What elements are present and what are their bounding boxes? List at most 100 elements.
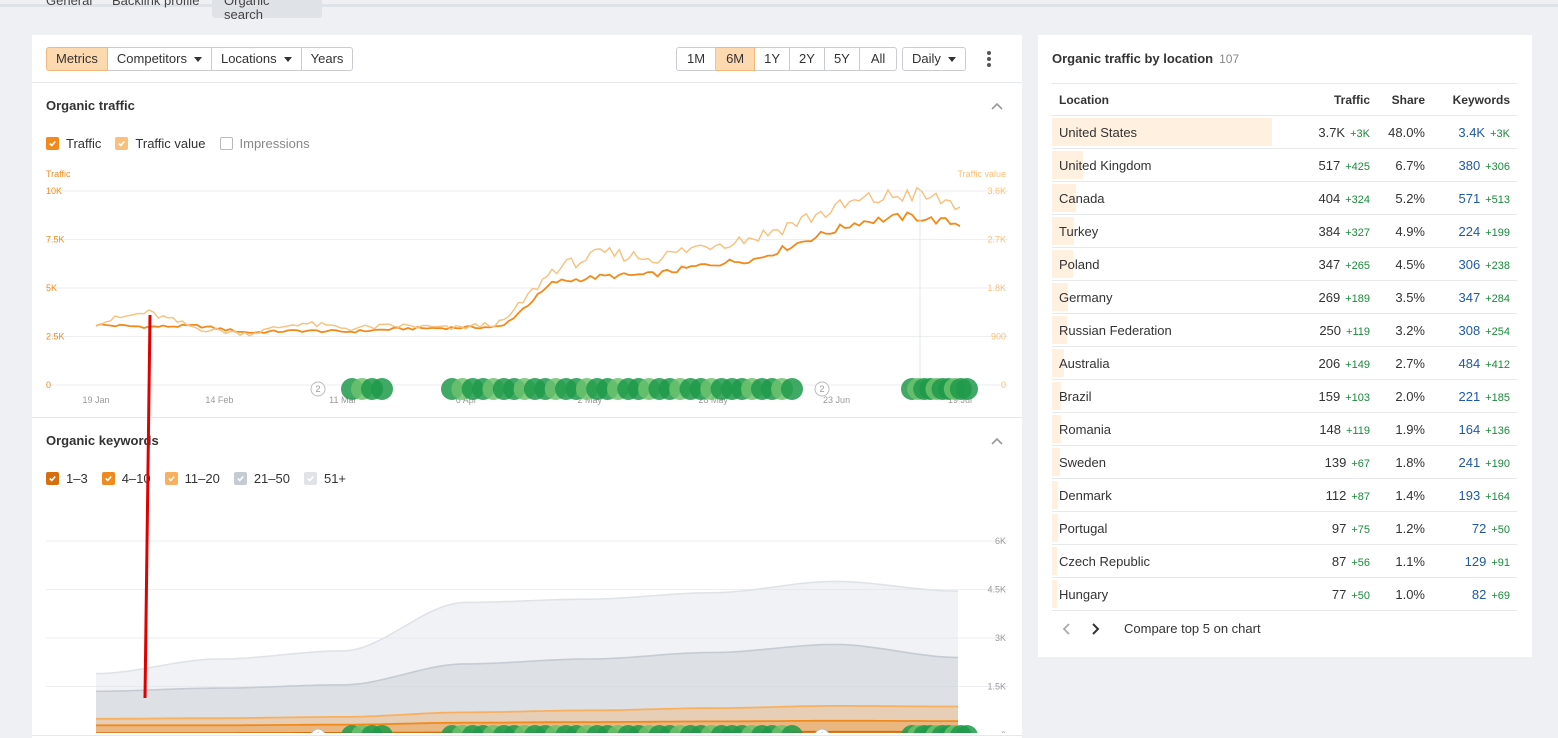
table-row[interactable]: Romania 148 +119 1.9% 164 +136 (1052, 412, 1517, 446)
legend-impressions[interactable]: Impressions (219, 136, 310, 151)
table-row[interactable]: Russian Federation 250 +119 3.2% 308 +254 (1052, 313, 1517, 347)
table-row[interactable]: Portugal 97 +75 1.2% 72 +50 (1052, 511, 1517, 545)
range-1y-button[interactable]: 1Y (755, 47, 791, 71)
location-name-cell[interactable]: Portugal (1052, 511, 1272, 545)
series-line-traffic[interactable] (95, 211, 961, 334)
location-name-cell[interactable]: Denmark (1052, 478, 1272, 512)
event-dot[interactable] (781, 378, 803, 400)
keywords-cell[interactable]: 82 +69 (1432, 577, 1517, 611)
keywords-value[interactable]: 306 (1458, 256, 1481, 272)
area-line-2[interactable] (96, 704, 958, 720)
keywords-cell[interactable]: 380 +306 (1432, 148, 1517, 182)
chevron-up-icon[interactable] (991, 437, 1003, 445)
event-count-badge[interactable] (310, 381, 326, 397)
location-name-cell[interactable]: Germany (1052, 280, 1272, 314)
area-line-3[interactable] (96, 719, 958, 727)
keywords-cell[interactable]: 241 +190 (1432, 445, 1517, 479)
interval-dropdown[interactable]: Daily (902, 47, 966, 71)
location-name-cell[interactable]: Canada (1052, 181, 1272, 215)
tab-organic-search[interactable]: Organic search (212, 0, 322, 22)
location-name-cell[interactable]: United Kingdom (1052, 148, 1272, 182)
legend-kw-1[interactable]: 4–10 (101, 471, 151, 486)
area-0[interactable] (96, 581, 958, 733)
keywords-cell[interactable]: 3.4K +3K (1432, 115, 1517, 149)
range-6m-button[interactable]: 6M (716, 47, 756, 71)
compare-top5-link[interactable]: Compare top 5 on chart (1124, 621, 1261, 636)
table-row[interactable]: Turkey 384 +327 4.9% 224 +199 (1052, 214, 1517, 248)
table-row[interactable]: Germany 269 +189 3.5% 347 +284 (1052, 280, 1517, 314)
locations-dropdown[interactable]: Locations (211, 47, 302, 71)
table-row[interactable]: Hungary 77 +50 1.0% 82 +69 (1052, 577, 1517, 611)
event-dot[interactable] (956, 378, 978, 400)
legend-kw-2[interactable]: 11–20 (164, 471, 220, 486)
table-row[interactable]: Canada 404 +324 5.2% 571 +513 (1052, 181, 1517, 215)
column-header-keywords[interactable]: Keywords (1432, 83, 1517, 116)
location-name-cell[interactable]: Turkey (1052, 214, 1272, 248)
range-1m-button[interactable]: 1M (676, 47, 717, 71)
column-header-share[interactable]: Share (1377, 83, 1432, 116)
chevron-up-icon[interactable] (991, 102, 1003, 110)
table-row[interactable]: Czech Republic 87 +56 1.1% 129 +91 (1052, 544, 1517, 578)
keywords-cell[interactable]: 484 +412 (1432, 346, 1517, 380)
table-row[interactable]: Poland 347 +265 4.5% 306 +238 (1052, 247, 1517, 281)
event-count-badge[interactable] (311, 728, 325, 733)
keywords-cell[interactable]: 221 +185 (1432, 379, 1517, 413)
keywords-value[interactable]: 308 (1458, 322, 1481, 338)
table-row[interactable]: United Kingdom 517 +425 6.7% 380 +306 (1052, 148, 1517, 182)
series-line-traffic-value[interactable] (95, 186, 961, 337)
keywords-value[interactable]: 82 (1471, 586, 1487, 602)
keywords-cell[interactable]: 571 +513 (1432, 181, 1517, 215)
chevron-left-icon[interactable] (1060, 622, 1074, 636)
keywords-value[interactable]: 72 (1471, 520, 1487, 536)
event-dot[interactable] (371, 378, 393, 400)
keywords-cell[interactable]: 72 +50 (1432, 511, 1517, 545)
keywords-cell[interactable]: 306 +238 (1432, 247, 1517, 281)
keywords-value[interactable]: 224 (1458, 223, 1481, 239)
event-dot[interactable] (371, 725, 393, 733)
keywords-value[interactable]: 3.4K (1458, 124, 1486, 140)
location-name-cell[interactable]: Hungary (1052, 577, 1272, 611)
more-options-icon[interactable] (985, 51, 993, 67)
keywords-value[interactable]: 164 (1458, 421, 1481, 437)
legend-kw-3[interactable]: 21–50 (233, 471, 290, 486)
legend-traffic-value[interactable]: Traffic value (115, 136, 206, 151)
area-1[interactable] (96, 644, 958, 734)
table-row[interactable]: Australia 206 +149 2.7% 484 +412 (1052, 346, 1517, 380)
keywords-cell[interactable]: 129 +91 (1432, 544, 1517, 578)
organic-traffic-chart[interactable]: 0 0 2.5K 900 5K 1.8K 7.5K 2.7K 10K 3.6K Traffic Tra… (32, 165, 1022, 415)
column-header-location[interactable]: Location (1052, 83, 1272, 116)
location-name-cell[interactable]: Brazil (1052, 379, 1272, 413)
table-row[interactable]: Denmark 112 +87 1.4% 193 +164 (1052, 478, 1517, 512)
keywords-value[interactable]: 221 (1458, 388, 1481, 404)
range-all-button[interactable]: All (859, 47, 898, 71)
keywords-value[interactable]: 193 (1458, 487, 1481, 503)
table-row[interactable]: Sweden 139 +67 1.8% 241 +190 (1052, 445, 1517, 479)
event-dot[interactable] (956, 725, 978, 733)
table-row[interactable]: United States 3.7K +3K 48.0% 3.4K +3K (1052, 115, 1517, 149)
keywords-value[interactable]: 380 (1458, 157, 1481, 173)
range-5y-button[interactable]: 5Y (824, 47, 860, 71)
location-name-cell[interactable]: Australia (1052, 346, 1272, 380)
location-name-cell[interactable]: Romania (1052, 412, 1272, 446)
metrics-button[interactable]: Metrics (46, 47, 108, 71)
keywords-cell[interactable]: 193 +164 (1432, 478, 1517, 512)
keywords-value[interactable]: 129 (1464, 553, 1487, 569)
legend-traffic[interactable]: Traffic (46, 136, 101, 151)
location-name-cell[interactable]: Sweden (1052, 445, 1272, 479)
keywords-value[interactable]: 571 (1458, 190, 1481, 206)
keywords-cell[interactable]: 308 +254 (1432, 313, 1517, 347)
location-name-cell[interactable]: Russian Federation (1052, 313, 1272, 347)
years-button[interactable]: Years (301, 47, 354, 71)
table-row[interactable]: Brazil 159 +103 2.0% 221 +185 (1052, 379, 1517, 413)
area-line-0[interactable] (95, 580, 959, 675)
keywords-cell[interactable]: 347 +284 (1432, 280, 1517, 314)
location-name-cell[interactable]: Czech Republic (1052, 544, 1272, 578)
area-line-1[interactable] (96, 643, 959, 693)
tab-general[interactable]: General (46, 0, 93, 8)
keywords-value[interactable]: 347 (1458, 289, 1481, 305)
legend-kw-0[interactable]: 1–3 (46, 471, 88, 486)
column-header-traffic[interactable]: Traffic (1272, 83, 1377, 116)
location-name-cell[interactable]: Poland (1052, 247, 1272, 281)
